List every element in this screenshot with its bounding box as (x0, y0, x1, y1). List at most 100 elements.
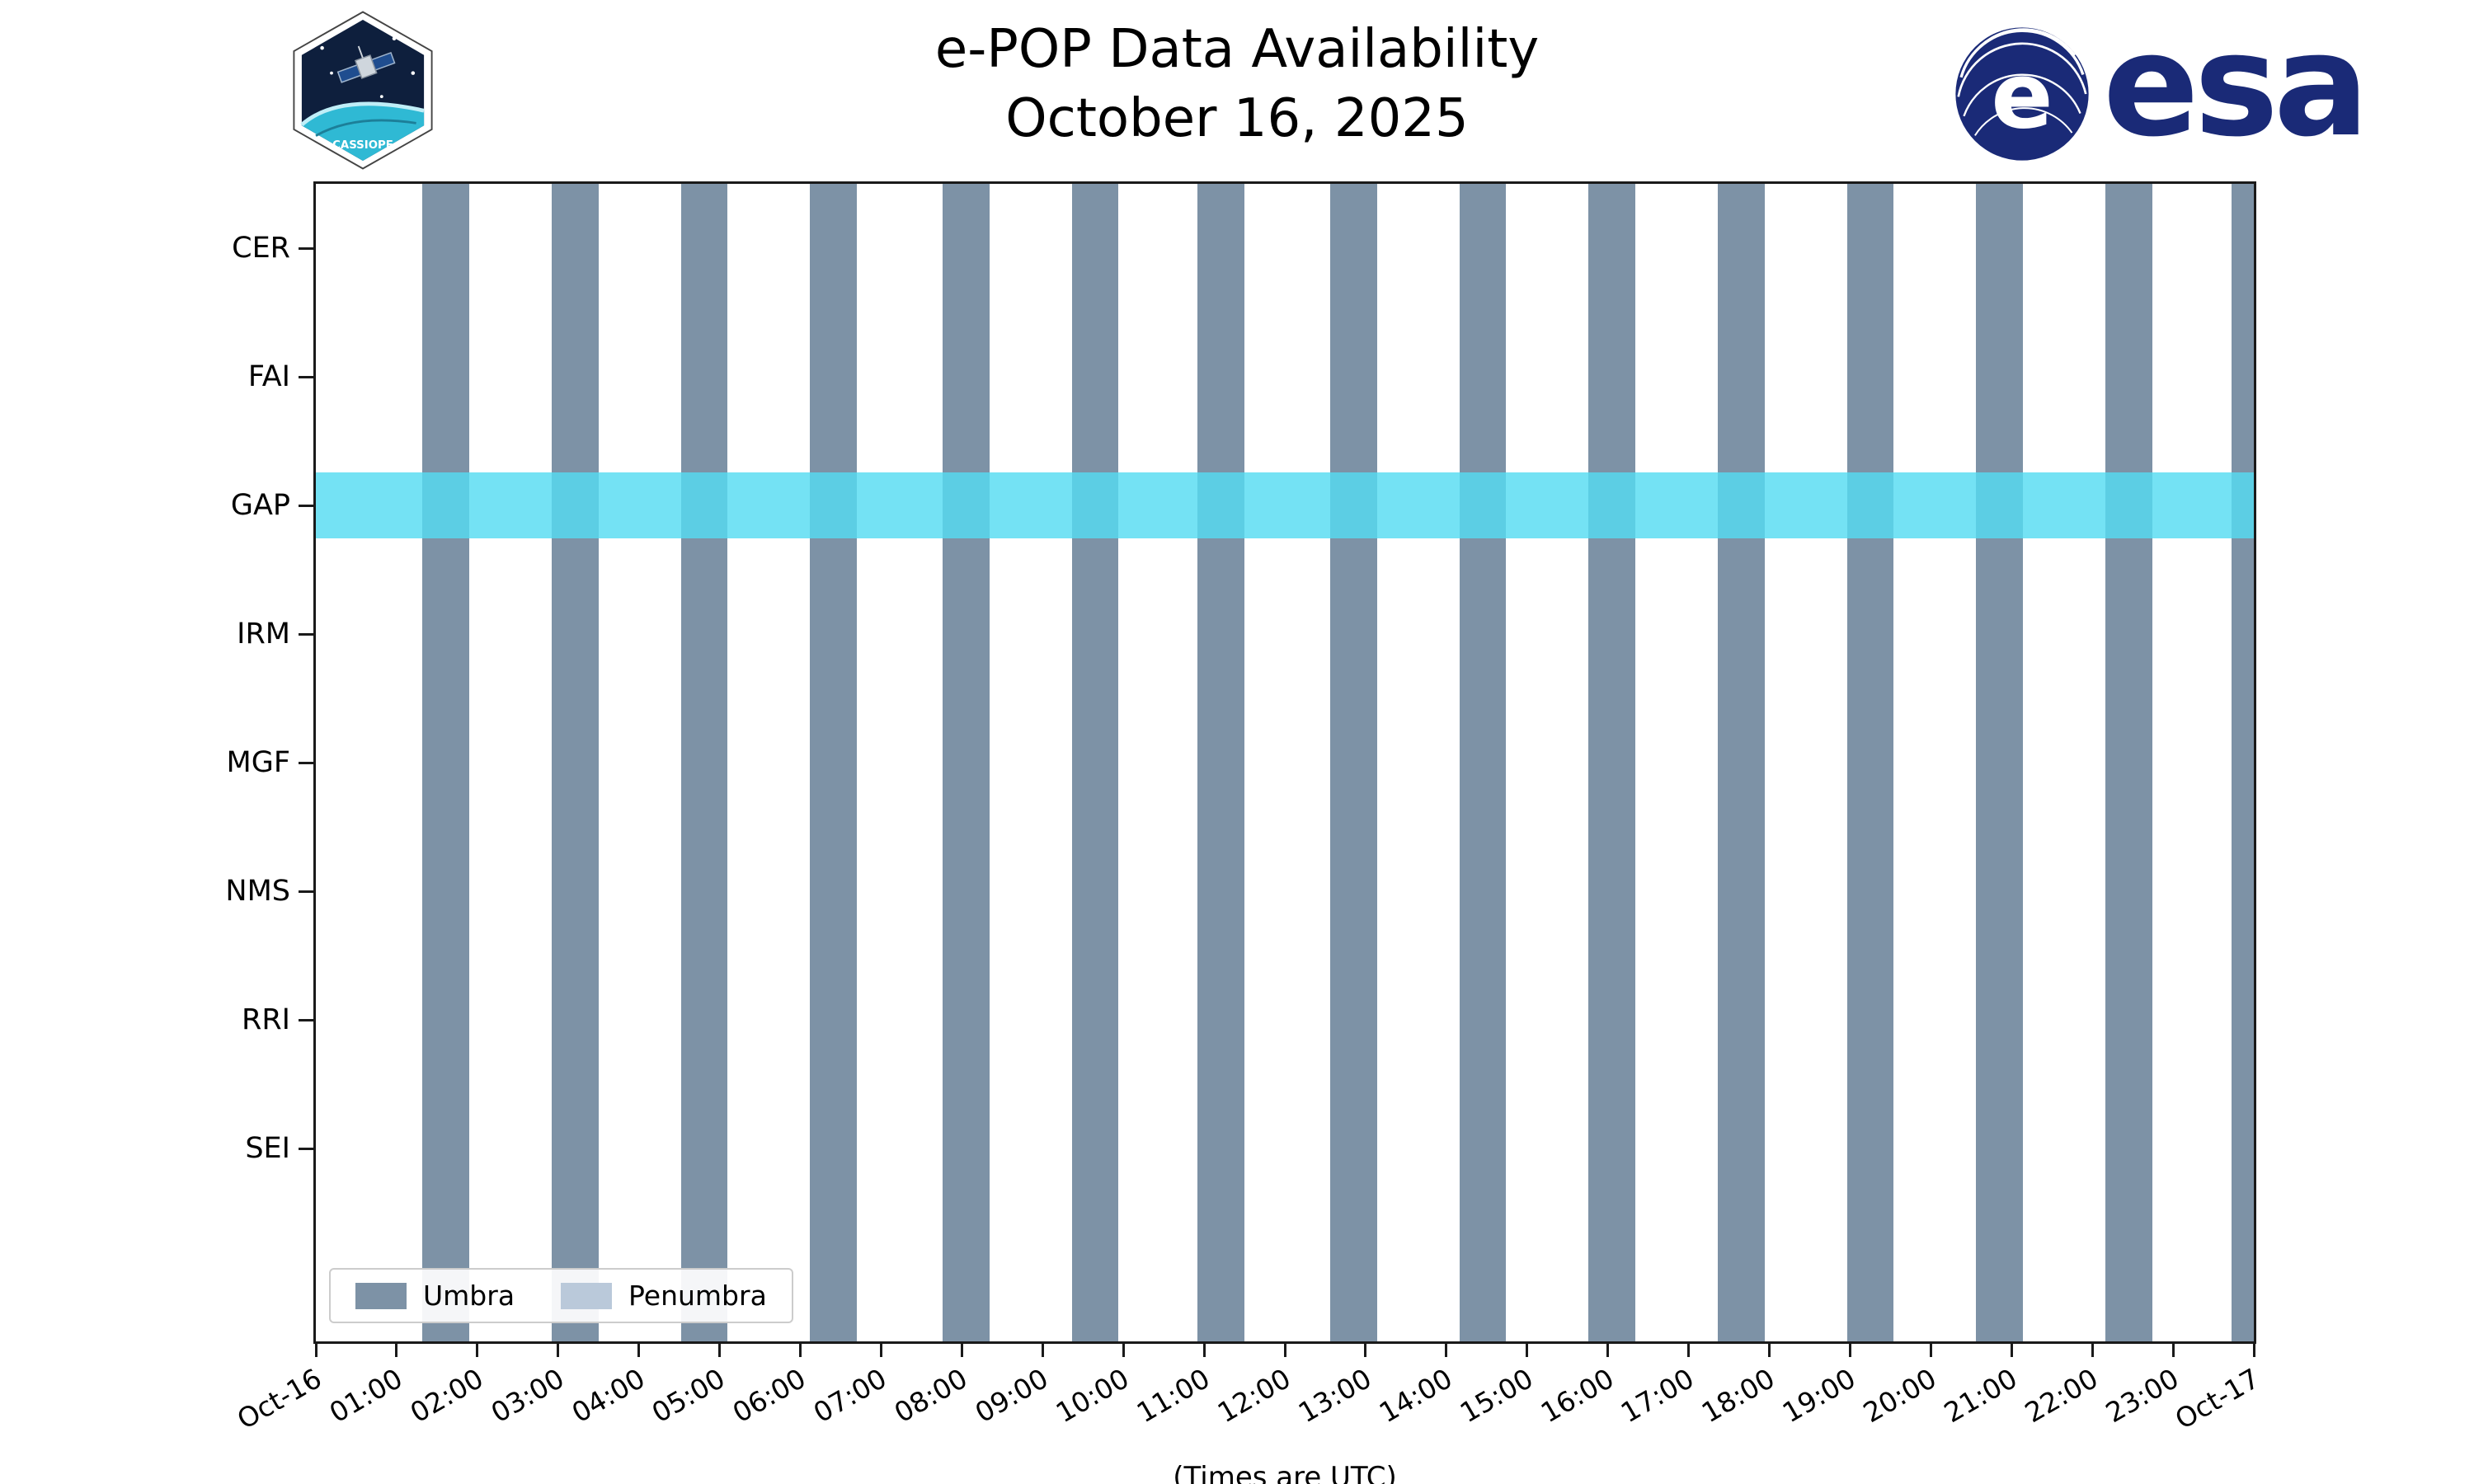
x-tick-label: 06:00 (727, 1362, 811, 1430)
x-tick-label: 03:00 (485, 1362, 570, 1430)
umbra-interval-bar (2105, 184, 2152, 1341)
x-tick-mark (637, 1344, 641, 1357)
y-tick-mark (299, 1018, 313, 1021)
x-tick-mark (2252, 1344, 2255, 1357)
x-tick-label: 11:00 (1131, 1362, 1216, 1430)
x-tick-mark (2171, 1344, 2175, 1357)
x-tick-mark (1122, 1344, 1125, 1357)
x-tick-mark (1929, 1344, 1932, 1357)
x-tick-label: 14:00 (1373, 1362, 1458, 1430)
x-tick-label: 05:00 (647, 1362, 731, 1430)
x-tick-label: 07:00 (808, 1362, 892, 1430)
x-tick-mark (1445, 1344, 1448, 1357)
chart-legend: Umbra Penumbra (329, 1268, 793, 1323)
svg-text:e: e (1991, 43, 2053, 149)
x-tick-mark (1768, 1344, 1771, 1357)
y-tick-mark (299, 1147, 313, 1150)
instrument-label-fai: FAI (247, 360, 290, 393)
title-line-2: October 16, 2025 (1005, 88, 1469, 150)
x-tick-label: Oct-16 (231, 1362, 327, 1436)
availability-plot-area: Umbra Penumbra (313, 181, 2256, 1344)
x-tick-label: 13:00 (1292, 1362, 1377, 1430)
umbra-interval-bar (680, 184, 728, 1341)
x-tick-label: 01:00 (323, 1362, 408, 1430)
x-tick-label: 17:00 (1616, 1362, 1700, 1430)
cassiope-mission-patch: CASSIOPE (285, 10, 441, 171)
umbra-label: Umbra (423, 1280, 515, 1312)
instrument-label-mgf: MGF (226, 746, 290, 779)
x-tick-mark (718, 1344, 722, 1357)
x-tick-label: 22:00 (2019, 1362, 2104, 1430)
x-tick-label: 23:00 (2100, 1362, 2185, 1430)
x-tick-label: 09:00 (969, 1362, 1054, 1430)
x-tick-label: 21:00 (1938, 1362, 2023, 1430)
umbra-interval-bar (1329, 184, 1377, 1341)
y-tick-mark (299, 890, 313, 893)
x-tick-mark (1202, 1344, 1206, 1357)
x-tick-mark (799, 1344, 802, 1357)
x-tick-label: 20:00 (1857, 1362, 1942, 1430)
availability-band-gap (316, 472, 2254, 538)
x-tick-mark (1526, 1344, 1529, 1357)
umbra-interval-bar (2231, 184, 2254, 1341)
chart-title: e-POP Data Availability October 16, 2025 (0, 15, 2474, 154)
x-tick-label: 15:00 (1454, 1362, 1539, 1430)
y-tick-mark (299, 375, 313, 378)
x-tick-mark (1848, 1344, 1851, 1357)
umbra-interval-bar (1846, 184, 1894, 1341)
penumbra-swatch (561, 1282, 613, 1309)
cassiope-patch-label: CASSIOPE (332, 139, 393, 152)
title-line-1: e-POP Data Availability (934, 19, 1540, 80)
umbra-swatch (355, 1282, 407, 1309)
umbra-interval-bar (942, 184, 990, 1341)
x-tick-mark (476, 1344, 479, 1357)
x-axis-label: (Times are UTC) (1173, 1461, 1397, 1484)
umbra-interval-bar (551, 184, 599, 1341)
y-tick-mark (299, 761, 313, 764)
x-tick-mark (1041, 1344, 1044, 1357)
esa-logo: e esa (1953, 15, 2369, 165)
penumbra-label: Penumbra (628, 1280, 767, 1312)
x-tick-mark (395, 1344, 398, 1357)
x-tick-mark (2010, 1344, 2013, 1357)
instrument-label-cer: CER (232, 232, 290, 265)
x-tick-mark (1606, 1344, 1610, 1357)
umbra-interval-bar (1459, 184, 1507, 1341)
x-tick-label: 18:00 (1696, 1362, 1780, 1430)
instrument-label-nms: NMS (225, 875, 290, 908)
x-tick-mark (314, 1344, 317, 1357)
instrument-label-irm: IRM (237, 618, 290, 650)
legend-item-penumbra: Penumbra (561, 1280, 767, 1312)
x-tick-mark (1687, 1344, 1691, 1357)
esa-wordmark: esa (2103, 2, 2369, 168)
x-tick-label: 19:00 (1777, 1362, 1861, 1430)
umbra-interval-bar (1588, 184, 1635, 1341)
x-tick-label: 10:00 (1050, 1362, 1135, 1430)
x-tick-mark (879, 1344, 882, 1357)
umbra-interval-bar (1197, 184, 1245, 1341)
umbra-interval-bar (1976, 184, 2023, 1341)
legend-item-umbra: Umbra (355, 1280, 515, 1312)
x-tick-mark (960, 1344, 963, 1357)
x-tick-label: 08:00 (888, 1362, 973, 1430)
umbra-interval-bar (1717, 184, 1765, 1341)
umbra-interval-bar (1071, 184, 1119, 1341)
umbra-interval-bar (422, 184, 470, 1341)
x-tick-mark (2091, 1344, 2094, 1357)
x-tick-label: 04:00 (566, 1362, 651, 1430)
x-tick-mark (557, 1344, 560, 1357)
x-tick-mark (1364, 1344, 1367, 1357)
x-tick-label: 16:00 (1535, 1362, 1620, 1430)
instrument-label-sei: SEI (245, 1132, 290, 1165)
x-tick-label: 02:00 (404, 1362, 489, 1430)
instrument-label-rri: RRI (242, 1003, 290, 1036)
y-tick-mark (299, 504, 313, 507)
x-tick-label: 12:00 (1211, 1362, 1296, 1430)
instrument-label-gap: GAP (230, 489, 290, 522)
y-tick-mark (299, 247, 313, 250)
x-tick-mark (1283, 1344, 1286, 1357)
esa-globe-icon: e (1955, 27, 2089, 161)
umbra-interval-bar (810, 184, 858, 1341)
cassiope-patch-graphic: CASSIOPE (293, 11, 433, 170)
